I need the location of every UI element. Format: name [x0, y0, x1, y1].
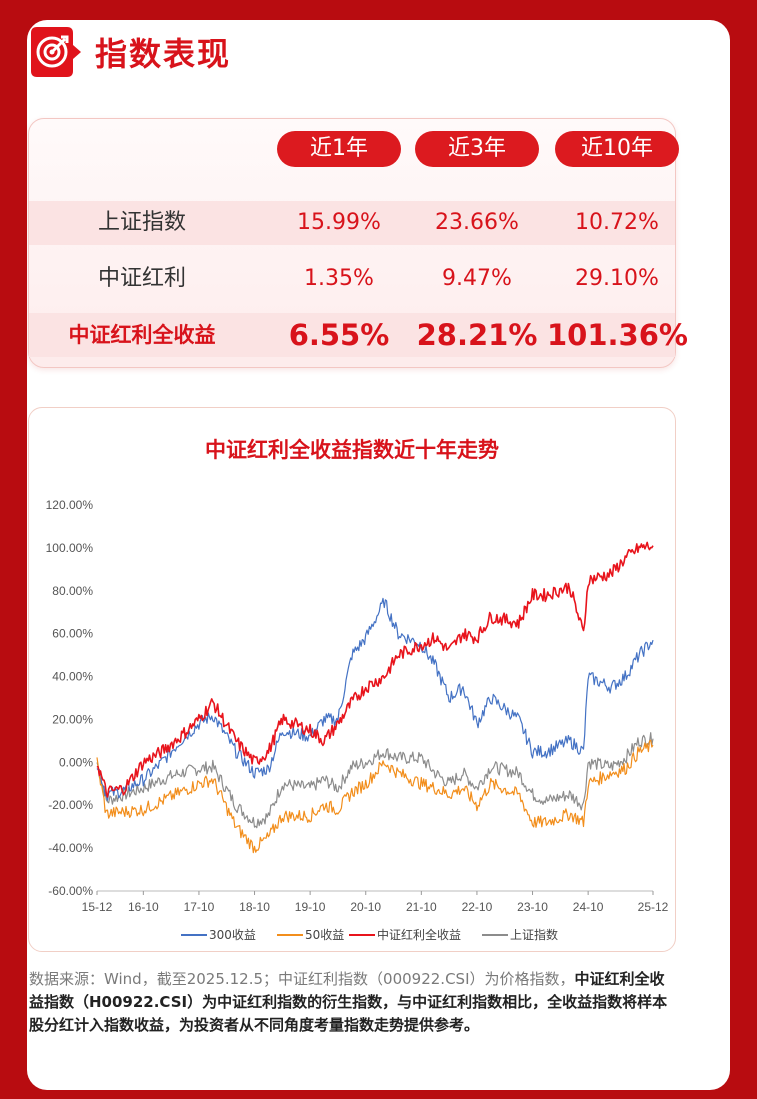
x-tick-label: 25-12: [638, 900, 669, 914]
column-header-3y: 近3年: [415, 131, 539, 167]
x-tick-label: 17-10: [184, 900, 215, 914]
table-row: 上证指数 15.99% 23.66% 10.72%: [29, 201, 675, 245]
x-tick-label: 23-10: [517, 900, 548, 914]
line-chart: 120.00% 100.00% 80.00% 60.00% 40.00% 20.00% 0.…: [46, 498, 669, 942]
row-name: 中证红利全收益: [68, 323, 216, 347]
row-value-10y: 29.10%: [575, 266, 659, 291]
legend-label: 中证红利全收益: [377, 927, 461, 942]
performance-table: 近1年 近3年 近10年 上证指数 15.99% 23.66% 10.72% 中…: [28, 118, 688, 368]
x-tick-label: 16-10: [128, 900, 159, 914]
x-tick-label: 20-10: [350, 900, 381, 914]
row-value-1y: 1.35%: [304, 266, 374, 291]
series-line: [96, 732, 654, 829]
series-line: [96, 541, 654, 798]
column-header-1y: 近1年: [277, 131, 401, 167]
row-value-3y: 23.66%: [435, 210, 519, 235]
section-title: 指数表现: [95, 35, 232, 73]
footnote: 数据来源：Wind，截至2025.12.5；中证红利指数（000922.CSI）…: [29, 968, 679, 1037]
chart-title: 中证红利全收益指数近十年走势: [205, 438, 499, 462]
y-tick-label: 120.00%: [46, 498, 94, 512]
table-row-highlight: 中证红利全收益 6.55% 28.21% 101.36%: [29, 313, 688, 357]
footnote-source: 数据来源：Wind，截至2025.12.5；中证红利指数（000922.CSI）…: [29, 970, 575, 988]
x-tick-label: 21-10: [406, 900, 437, 914]
row-value-3y: 9.47%: [442, 266, 512, 291]
table-row: 中证红利 1.35% 9.47% 29.10%: [29, 257, 675, 301]
row-name: 上证指数: [97, 210, 186, 235]
y-tick-label: 40.00%: [52, 670, 93, 684]
section-header: 指数表现: [27, 24, 231, 80]
legend-label: 50收益: [305, 928, 344, 942]
legend-label: 300收益: [209, 928, 256, 942]
target-icon: [27, 25, 81, 79]
row-value-1y: 15.99%: [297, 210, 381, 235]
x-tick-label: 19-10: [295, 900, 326, 914]
x-tick-label: 18-10: [239, 900, 270, 914]
y-tick-label: 0.00%: [59, 755, 93, 769]
y-tick-label: -60.00%: [48, 884, 93, 898]
row-value-1y: 6.55%: [288, 318, 390, 352]
column-header-10y: 近10年: [555, 131, 679, 167]
x-tick-label: 22-10: [462, 900, 493, 914]
chart-panel: 中证红利全收益指数近十年走势 120.00% 100.00% 80.00% 60.00…: [28, 407, 676, 952]
x-tick-label: 24-10: [573, 900, 604, 914]
series-line: [96, 739, 654, 854]
legend-label: 上证指数: [510, 927, 558, 942]
row-name: 中证红利: [97, 266, 186, 291]
y-tick-label: -20.00%: [48, 798, 93, 812]
y-tick-label: -40.00%: [48, 841, 93, 855]
row-value-3y: 28.21%: [416, 318, 538, 352]
y-tick-label: 20.00%: [52, 712, 93, 726]
x-tick-label: 15-12: [82, 900, 113, 914]
row-value-10y: 101.36%: [547, 318, 688, 352]
series-line: [96, 597, 654, 801]
y-tick-label: 60.00%: [52, 627, 93, 641]
row-value-10y: 10.72%: [575, 210, 659, 235]
y-tick-label: 80.00%: [52, 584, 93, 598]
y-tick-label: 100.00%: [46, 541, 94, 555]
footnote-description: 中证红利全收益指数（H00922.CSI）为中证红利指数的衍生指数，与中证红利指…: [29, 970, 668, 1034]
